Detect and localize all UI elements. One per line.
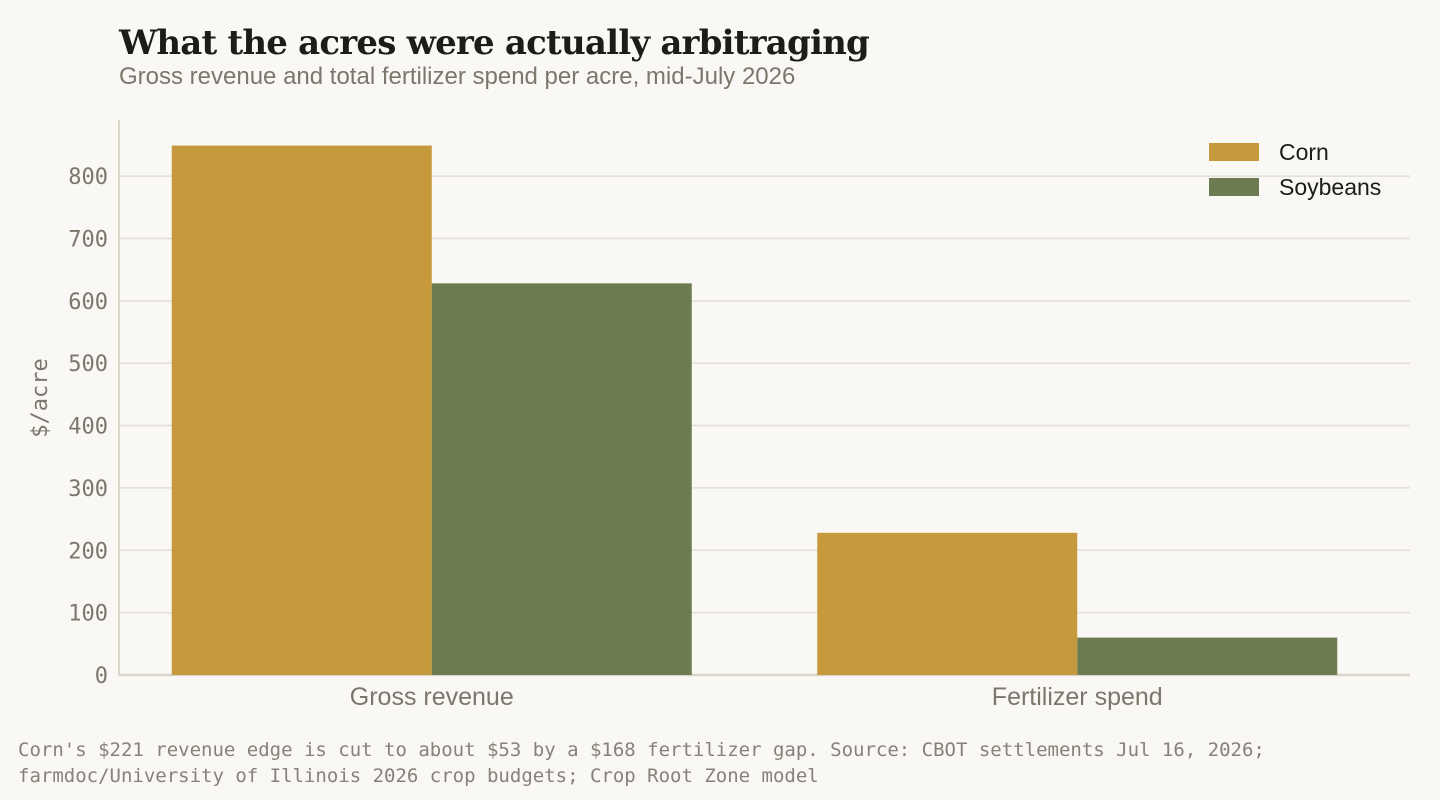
chart-title: What the acres were actually arbitraging: [119, 23, 870, 63]
bar-soybeans-1: [431, 283, 692, 675]
y-tick-label: 400: [68, 415, 108, 440]
y-tick-label: 300: [68, 477, 108, 502]
bar-corn-1: [171, 145, 432, 676]
y-tick-label: 800: [68, 165, 108, 190]
legend-label-soybeans: Soybeans: [1279, 174, 1381, 200]
x-tick-label: Gross revenue: [350, 683, 514, 711]
y-tick-label: 600: [68, 290, 108, 315]
chart-subtitle: Gross revenue and total fertilizer spend…: [119, 63, 796, 90]
chart-footnote: Corn's $221 revenue edge is cut to about…: [18, 739, 1265, 787]
y-tick-label: 0: [95, 664, 108, 689]
y-tick-label: 500: [68, 352, 108, 377]
bar-soybeans-2: [1077, 637, 1338, 675]
y-tick-label: 100: [68, 602, 108, 627]
bar-corn-2: [817, 532, 1078, 675]
legend-swatch-soybeans: [1209, 178, 1259, 196]
x-tick-label: Fertilizer spend: [992, 683, 1163, 711]
legend-swatch-corn: [1209, 143, 1259, 161]
y-tick-label: 700: [68, 227, 108, 252]
y-axis-label: $/acre: [28, 358, 53, 437]
y-tick-label: 200: [68, 539, 108, 564]
legend-label-corn: Corn: [1279, 139, 1329, 165]
